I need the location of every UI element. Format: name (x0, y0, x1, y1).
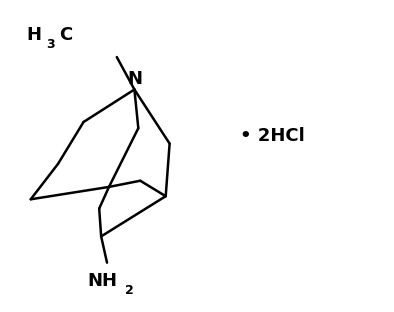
Text: H: H (27, 27, 42, 44)
Text: 3: 3 (46, 38, 55, 51)
Text: NH: NH (87, 272, 117, 290)
Text: C: C (59, 27, 72, 44)
Text: 2: 2 (125, 284, 134, 297)
Text: • 2HCl: • 2HCl (240, 127, 305, 145)
Text: N: N (127, 70, 142, 88)
